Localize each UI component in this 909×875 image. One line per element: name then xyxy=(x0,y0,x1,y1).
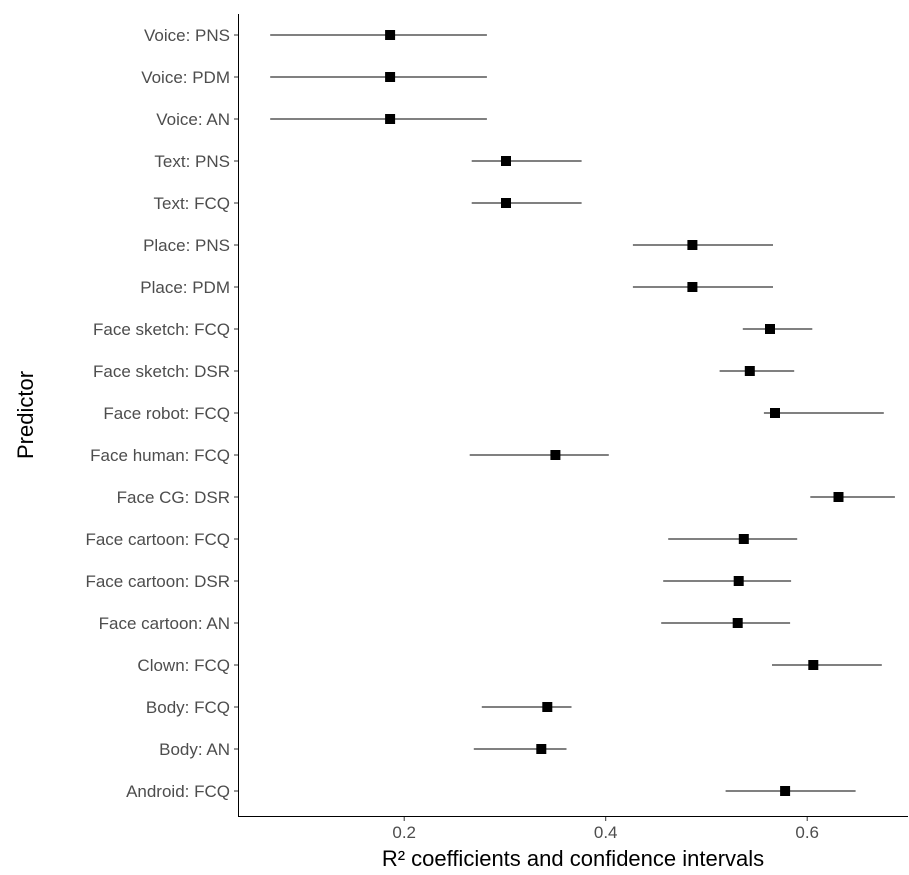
y-tick-label-clown-fcq: Clown: FCQ xyxy=(137,656,230,675)
y-tick-label-android-fcq: Android: FCQ xyxy=(126,782,230,801)
y-tick-label-text-pns: Text: PNS xyxy=(154,152,230,171)
point-place-pns xyxy=(687,240,698,250)
y-tick-label-place-pdm: Place: PDM xyxy=(140,278,230,297)
point-face-cartoon-an xyxy=(732,618,743,628)
y-tick-label-voice-pdm: Voice: PDM xyxy=(141,68,230,87)
estimate-points xyxy=(385,30,844,796)
y-tick-label-text-fcq: Text: FCQ xyxy=(153,194,230,213)
confidence-intervals xyxy=(270,34,895,792)
y-tick-label-body-fcq: Body: FCQ xyxy=(146,698,230,717)
x-tick-label-2: 0.6 xyxy=(795,823,819,842)
y-tick-label-place-pns: Place: PNS xyxy=(143,236,230,255)
x-axis-title: R² coefficients and confidence intervals xyxy=(382,846,764,871)
point-face-cg-dsr xyxy=(833,492,844,502)
point-face-robot-fcq xyxy=(770,408,780,418)
y-tick-label-face-cg-dsr: Face CG: DSR xyxy=(117,488,230,507)
y-tick-label-face-cartoon-an: Face cartoon: AN xyxy=(99,614,230,633)
point-text-fcq xyxy=(501,198,511,208)
y-tick-label-face-robot-fcq: Face robot: FCQ xyxy=(103,404,230,423)
x-tick-label-1: 0.4 xyxy=(594,823,618,842)
point-body-fcq xyxy=(542,702,553,712)
y-tick-label-face-sketch-dsr: Face sketch: DSR xyxy=(93,362,230,381)
y-tick-label-face-sketch-fcq: Face sketch: FCQ xyxy=(93,320,230,339)
point-voice-pns xyxy=(385,30,396,40)
point-face-sketch-fcq xyxy=(765,324,775,334)
y-tick-label-voice-an: Voice: AN xyxy=(156,110,230,129)
y-tick-label-body-an: Body: AN xyxy=(159,740,230,759)
point-body-an xyxy=(536,744,547,754)
point-face-sketch-dsr xyxy=(744,366,755,376)
point-voice-pdm xyxy=(385,72,396,82)
y-tick-marks xyxy=(234,34,238,792)
x-tick-label-0: 0.2 xyxy=(392,823,416,842)
point-face-human-fcq xyxy=(550,450,561,460)
y-tick-labels: Voice: PNS Voice: PDM Voice: AN Text: PNS Te… xyxy=(85,26,230,801)
y-tick-label-voice-pns: Voice: PNS xyxy=(144,26,230,45)
point-clown-fcq xyxy=(808,660,819,670)
point-text-pns xyxy=(501,156,511,166)
point-face-cartoon-fcq xyxy=(738,534,749,544)
y-tick-label-face-human-fcq: Face human: FCQ xyxy=(90,446,230,465)
x-tick-labels: 0.2 0.4 0.6 xyxy=(392,823,819,842)
y-tick-label-face-cartoon-fcq: Face cartoon: FCQ xyxy=(85,530,230,549)
x-tick-marks xyxy=(403,817,808,821)
point-place-pdm xyxy=(687,282,698,292)
point-android-fcq xyxy=(780,786,791,796)
point-face-cartoon-dsr xyxy=(733,576,744,586)
y-tick-label-face-cartoon-dsr: Face cartoon: DSR xyxy=(85,572,230,591)
y-axis-title: Predictor xyxy=(13,371,38,459)
point-voice-an xyxy=(385,114,396,124)
